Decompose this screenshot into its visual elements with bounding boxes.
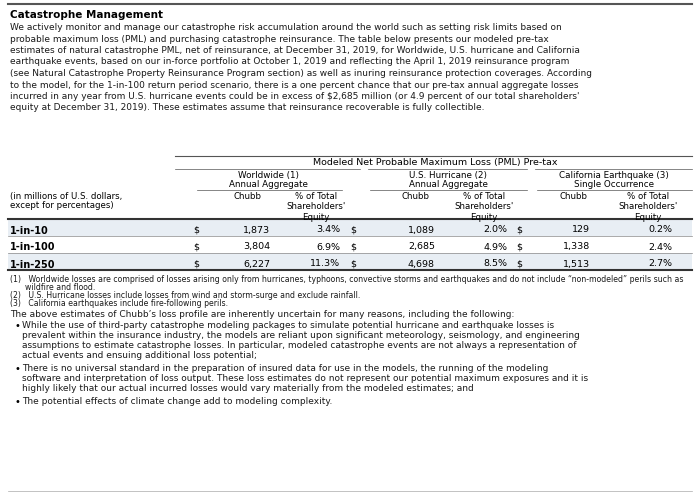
Text: Single Occurrence: Single Occurrence xyxy=(574,180,654,189)
Text: 6,227: 6,227 xyxy=(243,259,270,268)
Text: There is no universal standard in the preparation of insured data for use in the: There is no universal standard in the pr… xyxy=(22,364,548,373)
Text: % of Total
Shareholders'
Equity: % of Total Shareholders' Equity xyxy=(618,192,678,222)
Text: 1,089: 1,089 xyxy=(408,226,435,235)
Text: Modeled Net Probable Maximum Loss (PML) Pre-tax: Modeled Net Probable Maximum Loss (PML) … xyxy=(313,158,557,167)
Text: prevalent within the insurance industry, the models are reliant upon significant: prevalent within the insurance industry,… xyxy=(22,331,580,340)
Bar xyxy=(8,236,692,253)
Text: highly likely that our actual incurred losses would vary materially from the mod: highly likely that our actual incurred l… xyxy=(22,384,474,393)
Text: The potential effects of climate change add to modeling complexity.: The potential effects of climate change … xyxy=(22,397,332,406)
Text: $: $ xyxy=(350,226,356,235)
Text: Worldwide (1): Worldwide (1) xyxy=(237,171,298,180)
Text: $: $ xyxy=(193,243,199,251)
Text: actual events and ensuing additional loss potential;: actual events and ensuing additional los… xyxy=(22,351,257,360)
Text: (3)   California earthquakes include fire-following perils.: (3) California earthquakes include fire-… xyxy=(10,299,228,308)
Text: U.S. Hurricane (2): U.S. Hurricane (2) xyxy=(409,171,487,180)
Text: 8.5%: 8.5% xyxy=(483,259,507,268)
Text: earthquake events, based on our in-force portfolio at October 1, 2019 and reflec: earthquake events, based on our in-force… xyxy=(10,57,569,66)
Text: equity at December 31, 2019). These estimates assume that reinsurance recoverabl: equity at December 31, 2019). These esti… xyxy=(10,103,484,112)
Text: Chubb: Chubb xyxy=(401,192,429,201)
Text: 1,873: 1,873 xyxy=(243,226,270,235)
Text: 1,338: 1,338 xyxy=(563,243,590,251)
Text: $: $ xyxy=(516,259,522,268)
Text: 1-in-250: 1-in-250 xyxy=(10,259,55,269)
Text: software and interpretation of loss output. These loss estimates do not represen: software and interpretation of loss outp… xyxy=(22,374,588,383)
Text: estimates of natural catastrophe PML, net of reinsurance, at December 31, 2019, : estimates of natural catastrophe PML, ne… xyxy=(10,46,580,55)
Text: 4.9%: 4.9% xyxy=(483,243,507,251)
Text: (in millions of U.S. dollars,: (in millions of U.S. dollars, xyxy=(10,192,122,201)
Text: (2)   U.S. Hurricane losses include losses from wind and storm-surge and exclude: (2) U.S. Hurricane losses include losses… xyxy=(10,291,360,300)
Text: 2.4%: 2.4% xyxy=(648,243,672,251)
Text: 4,698: 4,698 xyxy=(408,259,435,268)
Text: wildfire and flood.: wildfire and flood. xyxy=(10,283,95,292)
Text: 1-in-10: 1-in-10 xyxy=(10,226,49,236)
Text: 11.3%: 11.3% xyxy=(310,259,340,268)
Text: 1,513: 1,513 xyxy=(563,259,590,268)
Text: We actively monitor and manage our catastrophe risk accumulation around the worl: We actively monitor and manage our catas… xyxy=(10,23,561,32)
Text: The above estimates of Chubb’s loss profile are inherently uncertain for many re: The above estimates of Chubb’s loss prof… xyxy=(10,310,514,319)
Text: 1-in-100: 1-in-100 xyxy=(10,243,55,252)
Text: While the use of third-party catastrophe modeling packages to simulate potential: While the use of third-party catastrophe… xyxy=(22,321,554,330)
Text: $: $ xyxy=(516,226,522,235)
Text: 129: 129 xyxy=(572,226,590,235)
Text: assumptions to estimate catastrophe losses. In particular, modeled catastrophe e: assumptions to estimate catastrophe loss… xyxy=(22,341,577,350)
Text: Annual Aggregate: Annual Aggregate xyxy=(409,180,487,189)
Text: 2.7%: 2.7% xyxy=(648,259,672,268)
Text: Annual Aggregate: Annual Aggregate xyxy=(229,180,307,189)
Text: •: • xyxy=(14,364,20,374)
Text: $: $ xyxy=(193,259,199,268)
Text: incurred in any year from U.S. hurricane events could be in excess of $2,685 mil: incurred in any year from U.S. hurricane… xyxy=(10,92,580,101)
Bar xyxy=(8,253,692,270)
Bar xyxy=(8,219,692,236)
Text: •: • xyxy=(14,321,20,331)
Text: $: $ xyxy=(516,243,522,251)
Text: probable maximum loss (PML) and purchasing catastrophe reinsurance. The table be: probable maximum loss (PML) and purchasi… xyxy=(10,35,549,44)
Text: Catastrophe Management: Catastrophe Management xyxy=(10,10,163,20)
Text: % of Total
Shareholders'
Equity: % of Total Shareholders' Equity xyxy=(286,192,346,222)
Text: 2.0%: 2.0% xyxy=(483,226,507,235)
Text: to the model, for the 1-in-100 return period scenario, there is a one percent ch: to the model, for the 1-in-100 return pe… xyxy=(10,81,578,90)
Text: $: $ xyxy=(350,243,356,251)
Text: Chubb: Chubb xyxy=(234,192,262,201)
Text: 2,685: 2,685 xyxy=(408,243,435,251)
Text: 3,804: 3,804 xyxy=(243,243,270,251)
Text: Chubb: Chubb xyxy=(560,192,588,201)
Text: (1)   Worldwide losses are comprised of losses arising only from hurricanes, typ: (1) Worldwide losses are comprised of lo… xyxy=(10,275,683,284)
Text: (see Natural Catastrophe Property Reinsurance Program section) as well as inurin: (see Natural Catastrophe Property Reinsu… xyxy=(10,69,592,78)
Text: % of Total
Shareholders'
Equity: % of Total Shareholders' Equity xyxy=(454,192,514,222)
Text: 6.9%: 6.9% xyxy=(316,243,340,251)
Text: •: • xyxy=(14,397,20,407)
Text: $: $ xyxy=(350,259,356,268)
Text: 3.4%: 3.4% xyxy=(316,226,340,235)
Text: California Earthquake (3): California Earthquake (3) xyxy=(559,171,669,180)
Text: except for percentages): except for percentages) xyxy=(10,201,113,210)
Text: $: $ xyxy=(193,226,199,235)
Text: 0.2%: 0.2% xyxy=(648,226,672,235)
